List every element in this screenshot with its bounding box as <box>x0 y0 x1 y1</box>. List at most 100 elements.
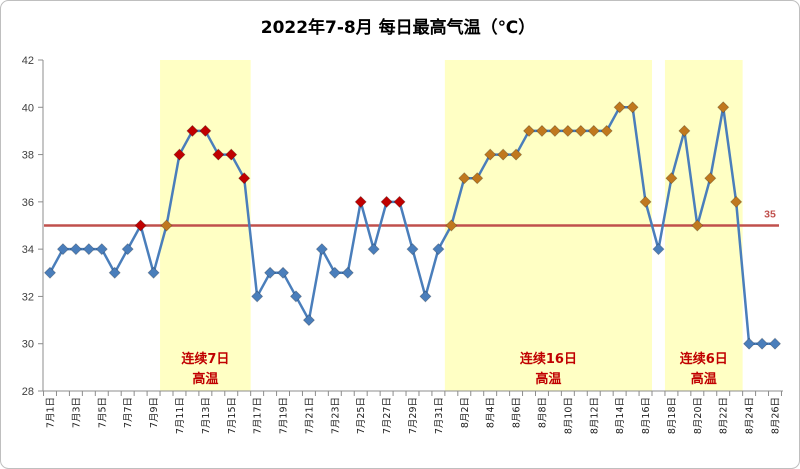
data-point <box>600 124 613 137</box>
data-point <box>186 124 199 137</box>
highlight-label: 连续7日 <box>181 351 229 367</box>
data-point <box>289 290 303 303</box>
chart-title: 2022年7-8月 每日最高气温（℃） <box>261 17 536 38</box>
axes-layer <box>38 59 783 396</box>
series-layer <box>43 101 782 350</box>
x-tick-label: 7月3日 <box>71 397 82 428</box>
data-point <box>315 243 328 256</box>
highlight-label: 高温 <box>691 371 717 387</box>
data-point <box>393 195 406 208</box>
data-point <box>199 124 212 137</box>
data-point <box>678 124 691 137</box>
x-tick-label: 8月22日 <box>719 397 730 434</box>
y-tick-label: 36 <box>22 197 34 209</box>
data-point <box>704 172 717 185</box>
data-point <box>95 243 108 256</box>
data-point <box>768 337 782 350</box>
x-tick-label: 8月4日 <box>486 397 497 428</box>
x-tick-label: 7月1日 <box>46 397 57 428</box>
x-tick-label: 8月8日 <box>537 397 548 428</box>
data-point <box>82 243 95 256</box>
data-point <box>522 124 536 137</box>
data-point <box>56 243 70 256</box>
data-point <box>665 172 678 185</box>
x-tick-label: 8月16日 <box>641 397 652 434</box>
x-tick-label: 7月21日 <box>304 397 315 434</box>
data-point <box>341 266 354 279</box>
data-point <box>251 290 264 303</box>
x-tick-label: 7月17日 <box>253 397 264 434</box>
highlight-label: 高温 <box>535 371 561 387</box>
data-point <box>484 148 497 161</box>
data-point <box>276 266 290 279</box>
data-point <box>419 290 432 303</box>
x-tick-label: 8月10日 <box>563 397 574 434</box>
data-point <box>548 124 561 137</box>
data-point <box>69 243 82 256</box>
highlight-label: 连续16日 <box>520 351 577 367</box>
x-tick-label: 8月2日 <box>460 397 471 428</box>
data-point <box>328 266 341 279</box>
data-point <box>160 219 173 232</box>
data-point <box>173 148 186 161</box>
x-tick-label: 8月20日 <box>693 397 704 434</box>
data-point <box>743 337 756 350</box>
data-point <box>574 124 587 137</box>
y-tick-label: 40 <box>22 102 34 114</box>
highlight-label: 高温 <box>192 371 218 387</box>
x-tick-label: 8月26日 <box>771 397 782 434</box>
data-point <box>535 124 549 137</box>
data-point <box>626 101 639 114</box>
data-point <box>238 172 251 185</box>
highlight-label: 连续6日 <box>680 351 728 367</box>
x-tick-label: 7月15日 <box>227 397 238 434</box>
data-point <box>613 101 626 114</box>
data-point <box>730 195 743 208</box>
data-point <box>471 172 484 185</box>
data-point <box>652 243 665 256</box>
data-point <box>134 219 147 232</box>
x-tick-label: 7月13日 <box>201 397 212 434</box>
data-point <box>432 243 445 256</box>
data-point <box>458 172 471 185</box>
x-tick-label: 7月25日 <box>356 397 367 434</box>
data-point <box>367 243 380 256</box>
data-point <box>497 148 510 161</box>
data-point <box>43 266 57 279</box>
data-point <box>354 195 367 208</box>
x-tick-label: 8月18日 <box>667 397 678 434</box>
data-point <box>108 266 121 279</box>
data-point <box>406 243 419 256</box>
data-point <box>755 337 769 350</box>
data-point <box>717 101 730 114</box>
data-point <box>302 314 315 327</box>
x-tick-label: 7月9日 <box>149 397 160 428</box>
x-tick-label: 8月24日 <box>745 397 756 434</box>
data-point <box>121 243 134 256</box>
x-tick-label: 8月14日 <box>615 397 626 434</box>
y-tick-label: 38 <box>22 150 34 162</box>
y-tick-label: 34 <box>22 244 34 256</box>
threshold-label: 35 <box>764 209 776 221</box>
x-tick-label: 7月19日 <box>279 397 290 434</box>
y-tick-label: 28 <box>22 386 34 398</box>
x-tick-label: 7月31日 <box>434 397 445 434</box>
data-point <box>639 195 652 208</box>
data-point <box>147 266 160 279</box>
x-tick-label: 7月7日 <box>123 397 134 428</box>
data-point <box>264 266 277 279</box>
data-point <box>445 219 458 232</box>
x-tick-label: 8月12日 <box>589 397 600 434</box>
y-tick-label: 42 <box>22 55 34 67</box>
x-tick-label: 7月11日 <box>175 397 186 434</box>
data-point <box>380 195 393 208</box>
x-tick-label: 7月23日 <box>330 397 341 434</box>
data-point <box>691 219 704 232</box>
data-point <box>561 124 574 137</box>
x-tick-label: 7月5日 <box>97 397 108 428</box>
y-tick-label: 30 <box>22 339 34 351</box>
data-point <box>212 148 225 161</box>
data-point <box>587 124 600 137</box>
